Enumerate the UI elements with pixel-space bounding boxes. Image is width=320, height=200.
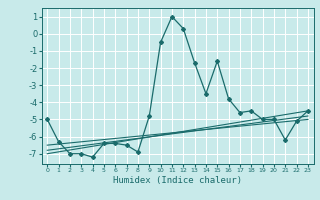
X-axis label: Humidex (Indice chaleur): Humidex (Indice chaleur) xyxy=(113,176,242,185)
